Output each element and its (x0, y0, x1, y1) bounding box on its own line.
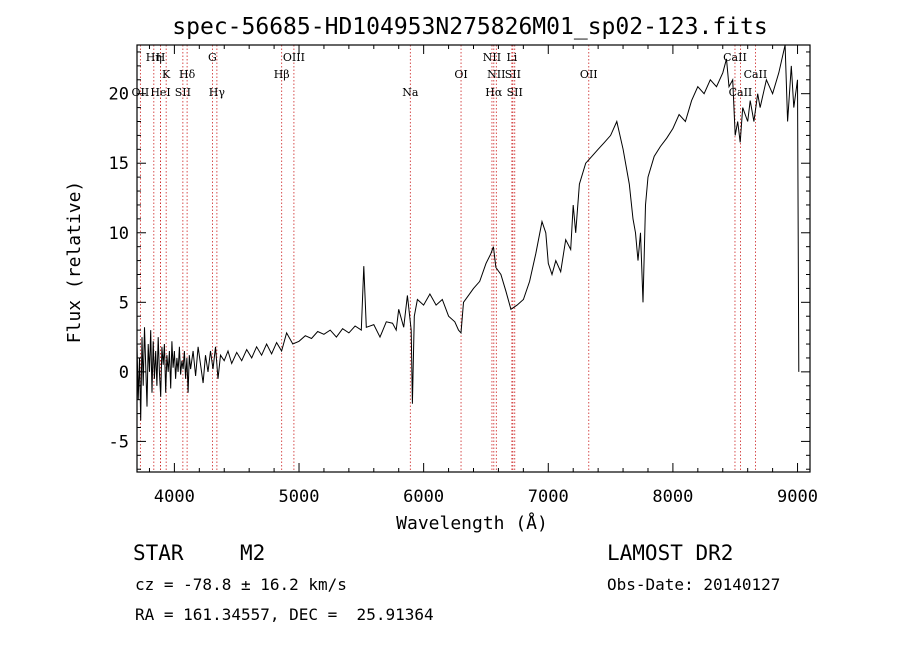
observation-date: Obs-Date: 20140127 (607, 575, 780, 594)
object-subclass: M2 (240, 541, 265, 565)
x-tick-label: 4000 (154, 487, 195, 507)
y-tick-label: 20 (109, 85, 129, 105)
x-tick-label: 8000 (652, 487, 693, 507)
emission-line-label: NII (487, 68, 505, 81)
x-tick-label: 7000 (528, 487, 569, 507)
emission-line-label: Li (506, 51, 517, 64)
emission-line-markers (139, 45, 756, 472)
y-tick-label: 0 (119, 363, 129, 383)
emission-line-label: Hβ (274, 68, 290, 81)
y-axis: -5 0 5 10 15 20 (109, 51, 810, 470)
plot-area-frame (136, 44, 811, 473)
emission-line-label: SII (175, 86, 191, 99)
ra-dec-coordinates: RA = 161.34557, DEC = 25.91364 (135, 605, 434, 624)
emission-line-label: Hδ (179, 68, 196, 81)
emission-line-label: Hγ (209, 86, 226, 99)
redshift-cz: cz = -78.8 ± 16.2 km/s (135, 575, 347, 594)
emission-line-label: SII (507, 86, 523, 99)
x-tick-label: 6000 (403, 487, 444, 507)
emission-line-label: OII (580, 68, 598, 81)
y-tick-label: 15 (109, 154, 129, 174)
emission-line-label: CaII (729, 86, 753, 99)
x-tick-label: 9000 (777, 487, 818, 507)
y-axis-label: Flux (relative) (64, 181, 85, 344)
emission-line-label: K (162, 68, 171, 81)
x-axis-label: Wavelength (Å) (396, 512, 548, 534)
y-tick-label: 10 (109, 224, 129, 244)
survey-name: LAMOST DR2 (607, 541, 733, 565)
chart-title: spec-56685-HD104953N275826M01_sp02-123.f… (172, 14, 767, 40)
spectrum-series-line (136, 44, 800, 421)
emission-line-label: NII (483, 51, 501, 64)
emission-line-label: HeI (150, 86, 170, 99)
emission-line-label: CaII (723, 51, 747, 64)
emission-line-label: OI (454, 68, 467, 81)
x-tick-label: 5000 (279, 487, 320, 507)
x-axis: 4000 5000 6000 7000 8000 9000 (148, 45, 818, 507)
emission-line-label: H (156, 51, 166, 64)
object-class: STAR (133, 541, 184, 565)
emission-line-label: OIII (283, 51, 305, 64)
emission-line-label: Hα (485, 86, 503, 99)
emission-line-label: SII (505, 68, 521, 81)
emission-line-label: Hη (146, 51, 162, 64)
emission-line-label: G (208, 51, 217, 64)
y-tick-label: -5 (109, 432, 129, 452)
emission-line-label: Na (402, 86, 419, 99)
emission-line-label: CaII (744, 68, 768, 81)
emission-line-label: OII (132, 86, 150, 99)
y-tick-label: 5 (119, 293, 129, 313)
